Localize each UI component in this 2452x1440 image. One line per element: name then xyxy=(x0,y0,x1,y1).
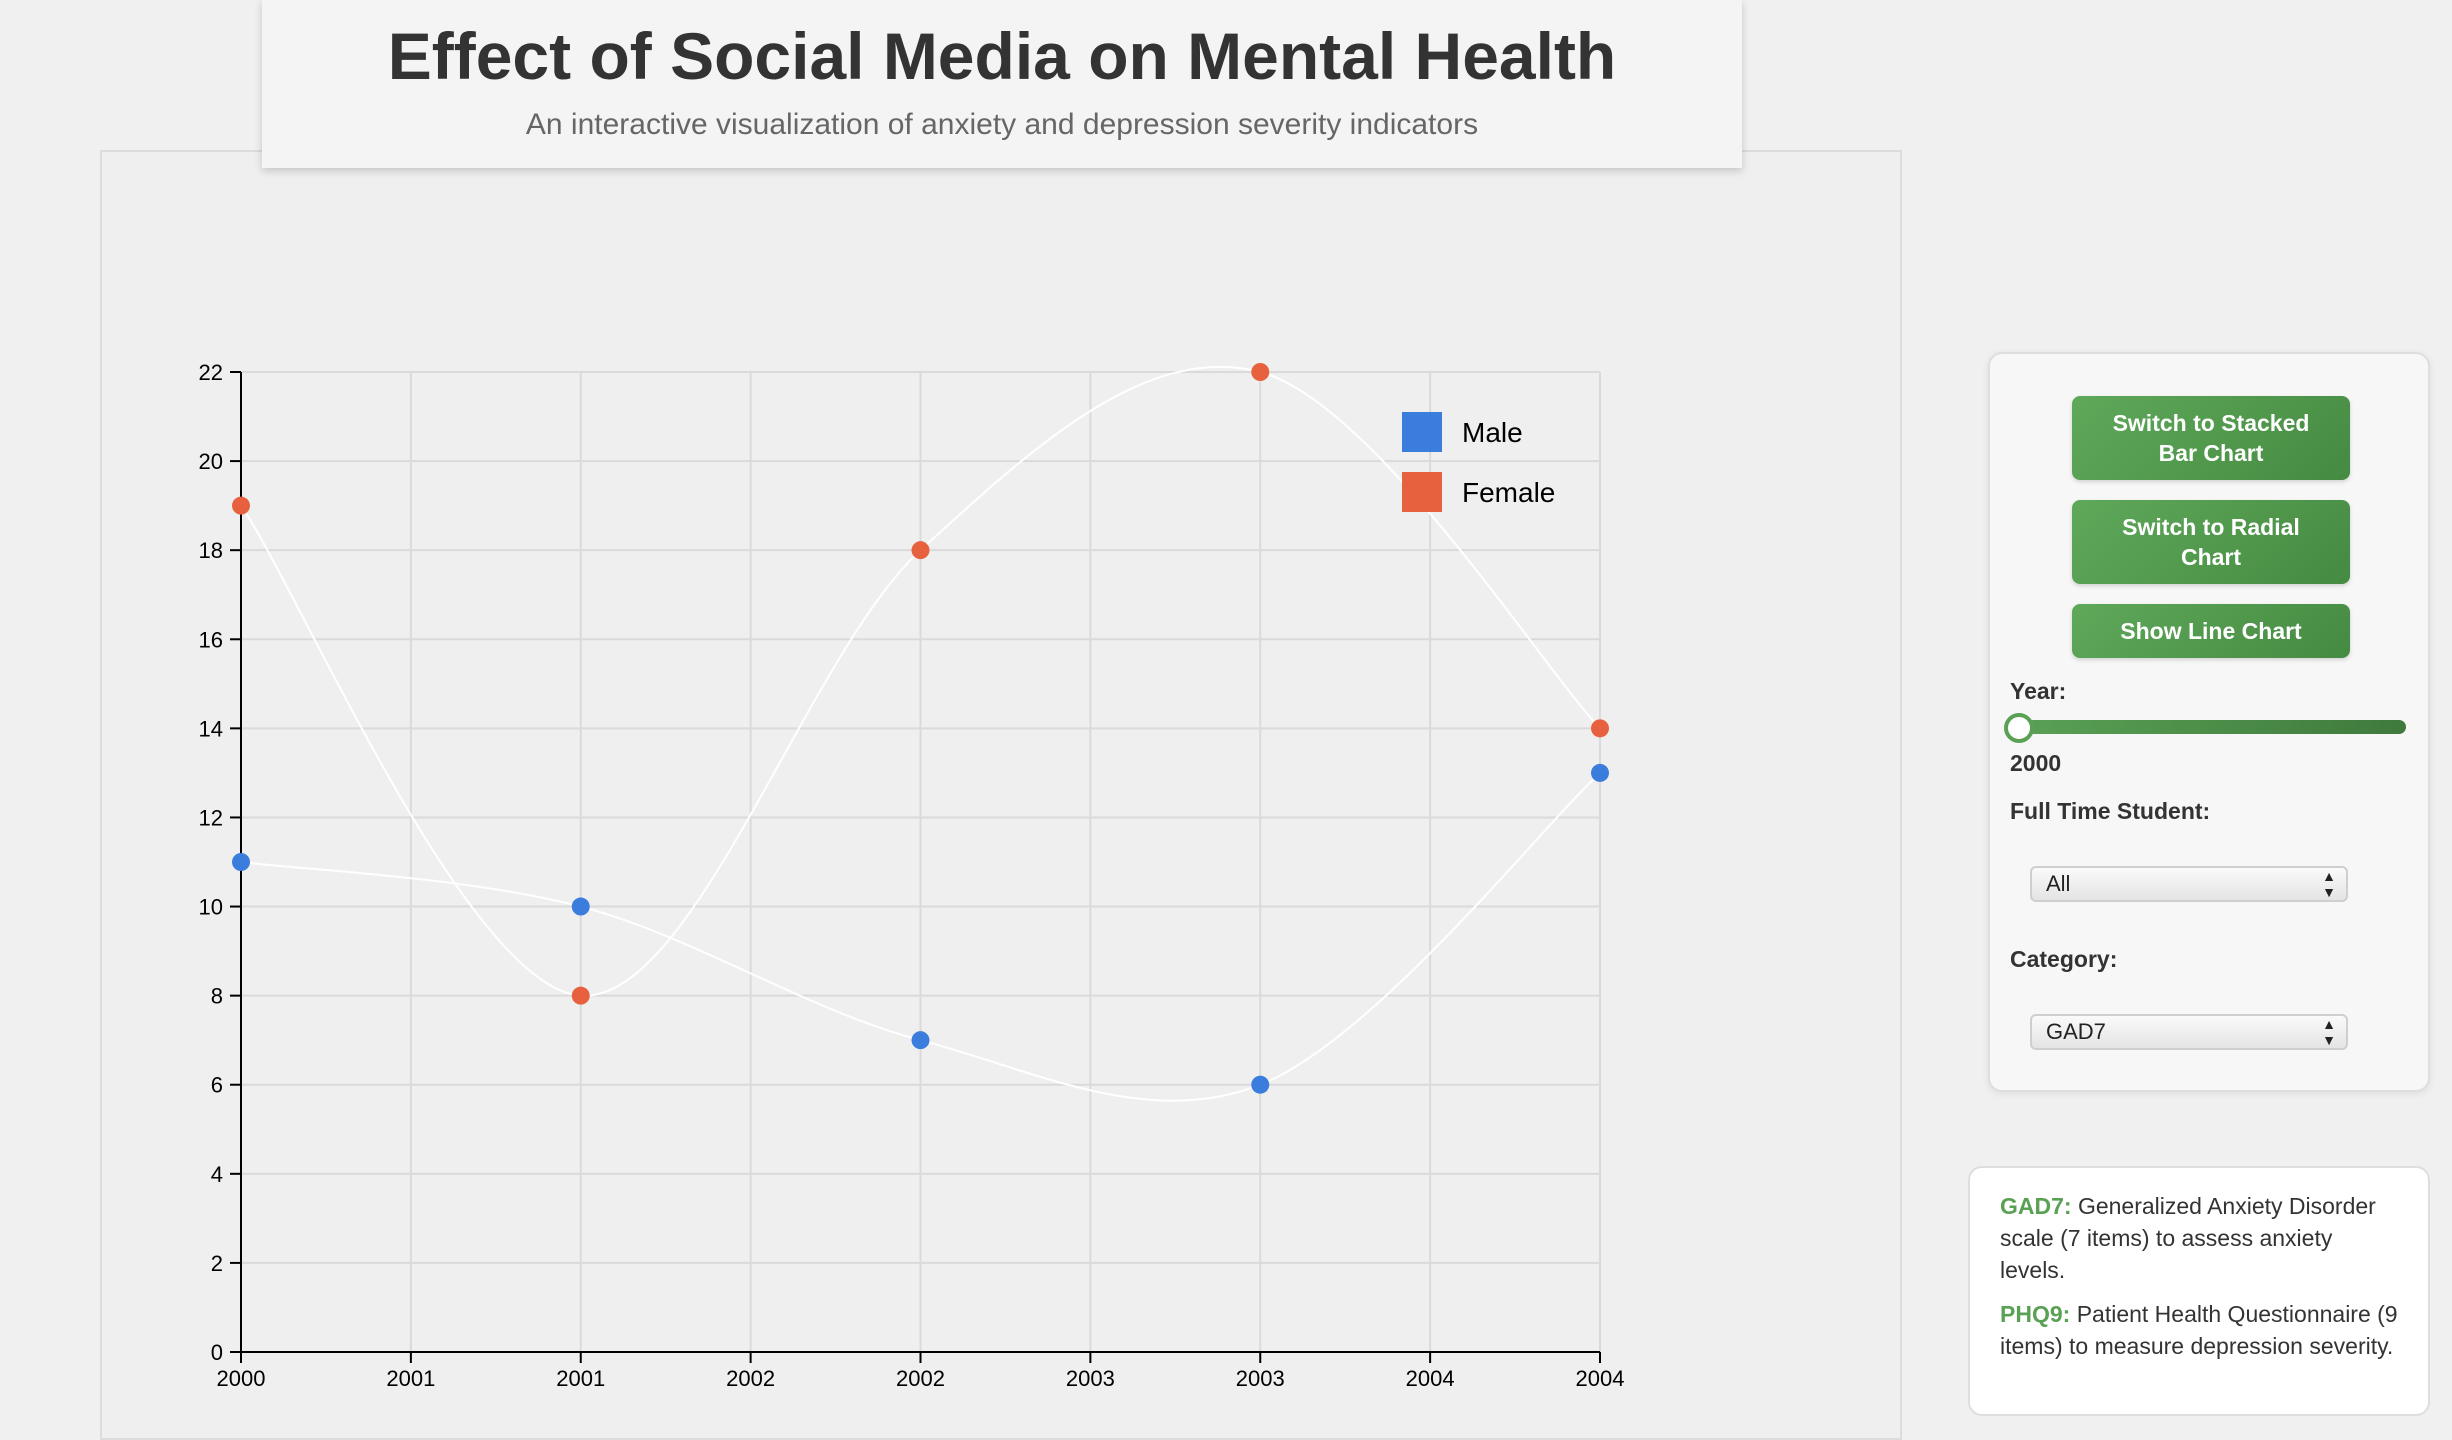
data-point-female xyxy=(1251,363,1270,381)
legend-label: Male xyxy=(1462,417,1523,448)
x-tick-label: 2004 xyxy=(1406,1366,1455,1391)
show-line-chart-button[interactable]: Show Line Chart xyxy=(2072,604,2350,658)
data-point-male xyxy=(1591,763,1609,782)
x-tick-label: 2001 xyxy=(556,1366,605,1391)
x-tick-label: 2000 xyxy=(217,1366,266,1391)
phq9-description: Patient Health Questionnaire (9 items) t… xyxy=(2000,1301,2398,1359)
select-arrows-icon: ▲ ▼ xyxy=(2322,868,2336,900)
select-arrows-icon: ▲ ▼ xyxy=(2322,1016,2336,1048)
page-header: Effect of Social Media on Mental Health … xyxy=(262,0,1742,168)
year-value: 2000 xyxy=(2010,750,2062,776)
data-point-female xyxy=(911,541,930,560)
y-tick-label: 8 xyxy=(211,984,223,1009)
series-curve xyxy=(240,366,1601,997)
category-select-value: GAD7 xyxy=(2046,1019,2106,1044)
gad7-description: Generalized Anxiety Disorder scale (7 it… xyxy=(2000,1193,2376,1283)
data-point-female xyxy=(232,496,250,515)
y-tick-label: 2 xyxy=(211,1251,223,1276)
x-tick-label: 2003 xyxy=(1236,1366,1285,1391)
y-tick-label: 16 xyxy=(199,627,223,652)
switch-to-radial-button[interactable]: Switch to Radial Chart xyxy=(2072,500,2350,584)
y-tick-label: 18 xyxy=(199,538,223,563)
x-tick-label: 2002 xyxy=(726,1366,775,1391)
data-point-female xyxy=(1591,719,1609,738)
category-label: Category: xyxy=(2010,946,2118,972)
controls-panel: Switch to Stacked Bar Chart Switch to Ra… xyxy=(1988,352,2430,1092)
year-slider-track[interactable] xyxy=(2014,720,2406,734)
category-select[interactable]: GAD7 ▲ ▼ xyxy=(2030,1014,2348,1050)
x-tick-label: 2003 xyxy=(1066,1366,1115,1391)
y-tick-label: 6 xyxy=(211,1073,223,1098)
data-point-female xyxy=(571,986,590,1005)
legend-swatch xyxy=(1402,472,1442,512)
phq9-term: PHQ9: xyxy=(2000,1301,2071,1327)
info-box: GAD7: Generalized Anxiety Disorder scale… xyxy=(1968,1166,2430,1416)
y-tick-label: 22 xyxy=(199,360,223,385)
student-select-value: All xyxy=(2046,871,2071,896)
student-label: Full Time Student: xyxy=(2010,798,2211,824)
x-tick-label: 2002 xyxy=(896,1366,945,1391)
scatter-chart: 0 2 4 6 8 10 12 14 16 18 20 22 2000 2001 2001 2002 2002 2… xyxy=(199,360,1625,1391)
year-label: Year: xyxy=(2010,678,2067,704)
gad7-term: GAD7: xyxy=(2000,1193,2072,1219)
student-select[interactable]: All ▲ ▼ xyxy=(2030,866,2348,902)
x-tick-label: 2004 xyxy=(1576,1366,1625,1391)
legend-swatch xyxy=(1402,412,1442,452)
x-tick-label: 2001 xyxy=(386,1366,435,1391)
data-point-male xyxy=(911,1031,930,1050)
page-subtitle: An interactive visualization of anxiety … xyxy=(525,108,1479,141)
data-point-male xyxy=(232,853,250,871)
switch-to-stacked-bar-button[interactable]: Switch to Stacked Bar Chart xyxy=(2072,396,2350,480)
page-title: Effect of Social Media on Mental Health xyxy=(387,19,1617,93)
phq9-info: PHQ9: Patient Health Questionnaire (9 it… xyxy=(2000,1298,2398,1362)
y-tick-label: 10 xyxy=(199,895,223,920)
y-tick-label: 4 xyxy=(211,1162,223,1187)
data-point-male xyxy=(1251,1075,1270,1094)
y-tick-label: 0 xyxy=(211,1340,223,1365)
y-tick-label: 14 xyxy=(199,716,223,741)
year-slider-thumb[interactable] xyxy=(2004,713,2034,743)
gad7-info: GAD7: Generalized Anxiety Disorder scale… xyxy=(2000,1190,2398,1286)
data-point-male xyxy=(571,897,590,916)
legend-label: Female xyxy=(1462,477,1555,508)
y-tick-label: 12 xyxy=(199,805,223,830)
y-tick-label: 20 xyxy=(199,449,223,474)
